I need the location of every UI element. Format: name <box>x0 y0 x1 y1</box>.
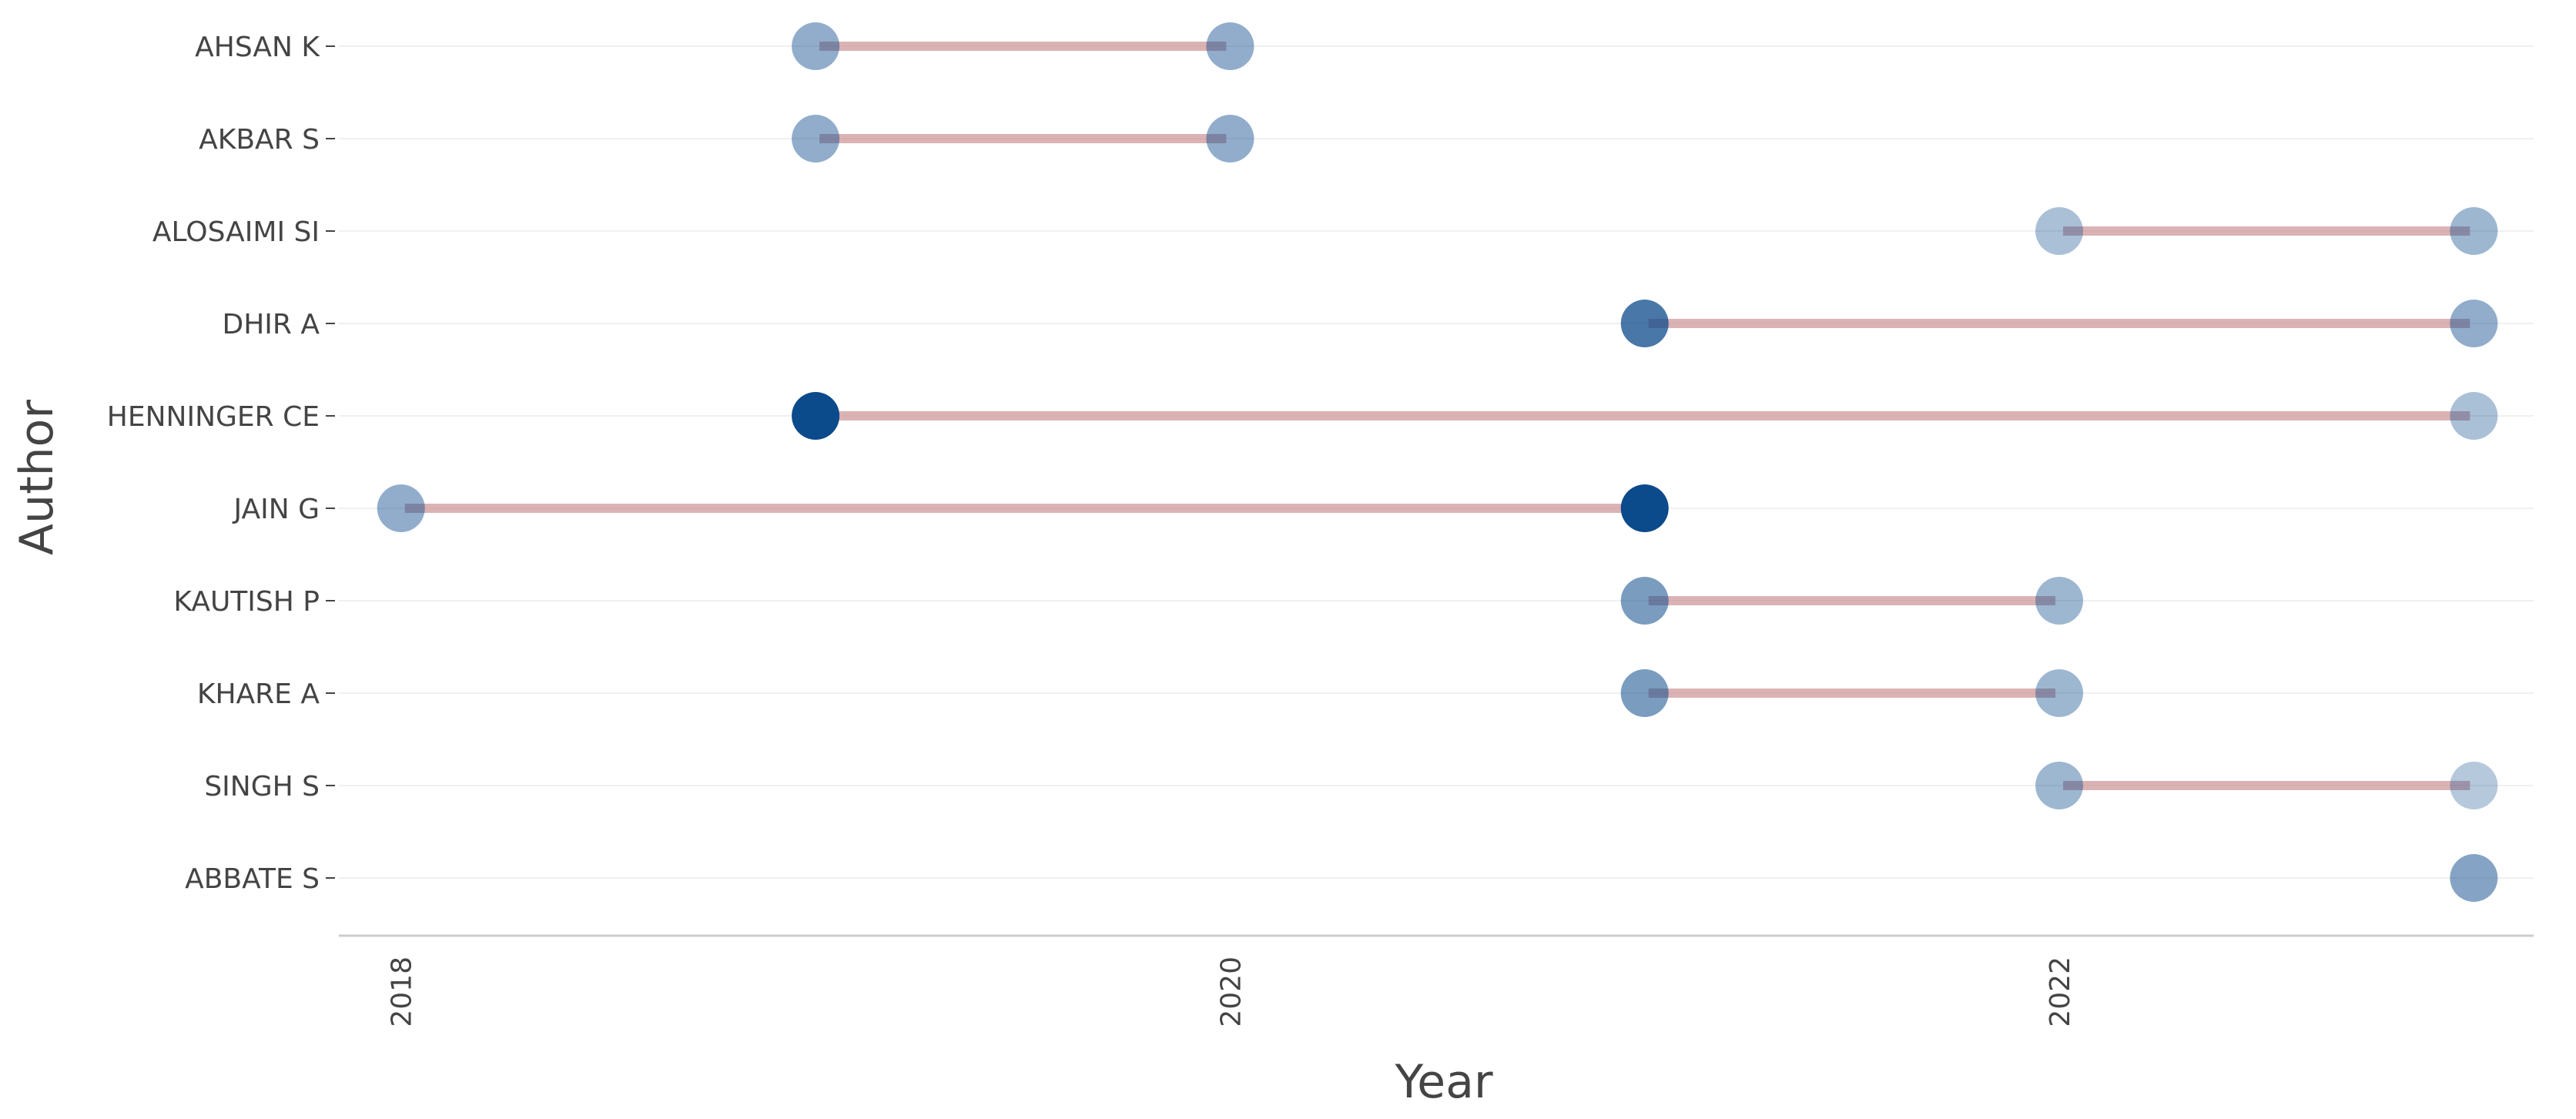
axes <box>326 45 2534 937</box>
data-point <box>2035 207 2084 255</box>
x-tick-labels: 2018 2020 2022 <box>387 957 2076 1027</box>
data-point <box>1620 577 1669 625</box>
data-point <box>2450 854 2498 902</box>
data-point <box>1620 484 1669 532</box>
data-point <box>2035 577 2084 625</box>
y-tick-labels: AHSAN K AKBAR S ALOSAIMI SI DHIR A HENNINGER… <box>107 32 321 895</box>
points <box>377 22 2498 902</box>
data-point <box>1620 300 1669 347</box>
y-tick-label: KHARE A <box>197 678 320 710</box>
data-point <box>792 22 840 70</box>
data-point <box>2450 762 2498 809</box>
data-point <box>2035 762 2084 809</box>
data-point <box>1206 22 1255 70</box>
x-axis-title: Year <box>1394 1055 1492 1109</box>
y-tick-label: AHSAN K <box>195 32 320 63</box>
data-point <box>1620 669 1669 717</box>
segments <box>404 42 2470 790</box>
y-tick-label: ABBATE S <box>185 863 320 895</box>
y-tick-label: DHIR A <box>223 309 320 340</box>
x-tick-label: 2018 <box>387 957 418 1027</box>
y-axis-title: Author <box>10 400 64 555</box>
data-point <box>2450 300 2498 347</box>
data-point <box>1206 115 1255 162</box>
x-tick-label: 2022 <box>2045 957 2076 1027</box>
data-point <box>377 484 425 532</box>
y-tick-label: ALOSAIMI SI <box>152 216 320 248</box>
data-point <box>2035 669 2084 717</box>
data-point <box>792 115 840 162</box>
y-tick-label: SINGH S <box>204 771 320 802</box>
x-tick-label: 2020 <box>1215 957 1247 1027</box>
data-point <box>792 392 840 440</box>
grid-lines <box>339 45 2534 879</box>
data-point <box>2450 392 2498 440</box>
y-tick-label: HENNINGER CE <box>107 401 320 433</box>
data-point <box>2450 207 2498 255</box>
y-tick-label: JAIN G <box>233 494 320 525</box>
y-tick-label: KAUTISH P <box>173 586 320 618</box>
y-tick-label: AKBAR S <box>199 124 320 156</box>
